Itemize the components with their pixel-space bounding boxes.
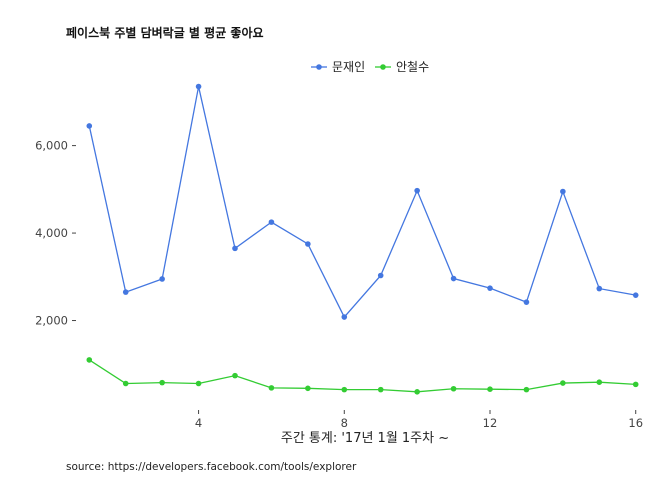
data-point xyxy=(450,385,457,392)
series-layer xyxy=(86,83,639,395)
data-point xyxy=(305,241,311,247)
y-tick-label: 2,000 xyxy=(35,314,68,328)
x-tick-label: 16 xyxy=(628,416,643,430)
data-point xyxy=(159,276,165,282)
series-line xyxy=(88,359,636,393)
legend: 문재인 안철수 xyxy=(311,60,429,74)
x-tick-label: 4 xyxy=(195,416,202,430)
x-axis-title: 주간 통계: '17년 1월 1주차 ~ xyxy=(281,431,449,446)
data-point xyxy=(596,285,603,292)
source-caption: source: https://developers.facebook.com/… xyxy=(66,461,357,473)
legend-swatch-point xyxy=(316,64,322,70)
data-point xyxy=(414,389,420,395)
legend-swatch-point xyxy=(380,64,386,70)
data-point xyxy=(523,299,530,305)
data-point xyxy=(159,379,165,386)
data-point xyxy=(487,285,493,291)
data-point xyxy=(523,386,530,393)
series-2 xyxy=(86,357,639,395)
y-axis: 2,000 4,000 6,000 xyxy=(35,139,76,328)
legend-label: 문재인 xyxy=(332,60,365,74)
data-point xyxy=(232,245,238,252)
y-tick-label: 4,000 xyxy=(35,226,68,240)
data-point xyxy=(86,123,93,129)
legend-item-1: 문재인 xyxy=(311,60,365,74)
data-point xyxy=(86,357,93,363)
data-point xyxy=(341,314,348,320)
data-point xyxy=(560,380,566,386)
data-point xyxy=(268,385,275,391)
x-tick-label: 8 xyxy=(341,416,348,430)
data-point xyxy=(305,385,311,392)
data-point xyxy=(195,83,202,90)
data-point xyxy=(195,380,202,387)
chart-title: 페이스북 주별 담벼락글 별 평균 좋아요 xyxy=(66,25,264,40)
data-point xyxy=(232,372,238,379)
data-point xyxy=(122,289,129,295)
data-point xyxy=(632,381,639,388)
x-axis: 4 8 12 16 xyxy=(195,410,643,430)
data-point xyxy=(414,187,420,194)
x-tick-label: 12 xyxy=(483,416,498,430)
data-point xyxy=(487,386,493,392)
data-point xyxy=(632,292,639,298)
legend-label: 안철수 xyxy=(396,60,429,74)
data-point xyxy=(596,379,603,385)
data-point xyxy=(122,380,129,387)
data-point xyxy=(377,386,384,393)
data-point xyxy=(268,219,275,225)
legend-item-2: 안철수 xyxy=(375,60,429,74)
data-point xyxy=(341,386,348,393)
y-tick-label: 6,000 xyxy=(35,139,68,153)
data-point xyxy=(560,188,566,195)
series-1 xyxy=(86,83,639,320)
series-line xyxy=(88,86,636,319)
data-point xyxy=(377,272,384,279)
data-point xyxy=(450,275,457,282)
